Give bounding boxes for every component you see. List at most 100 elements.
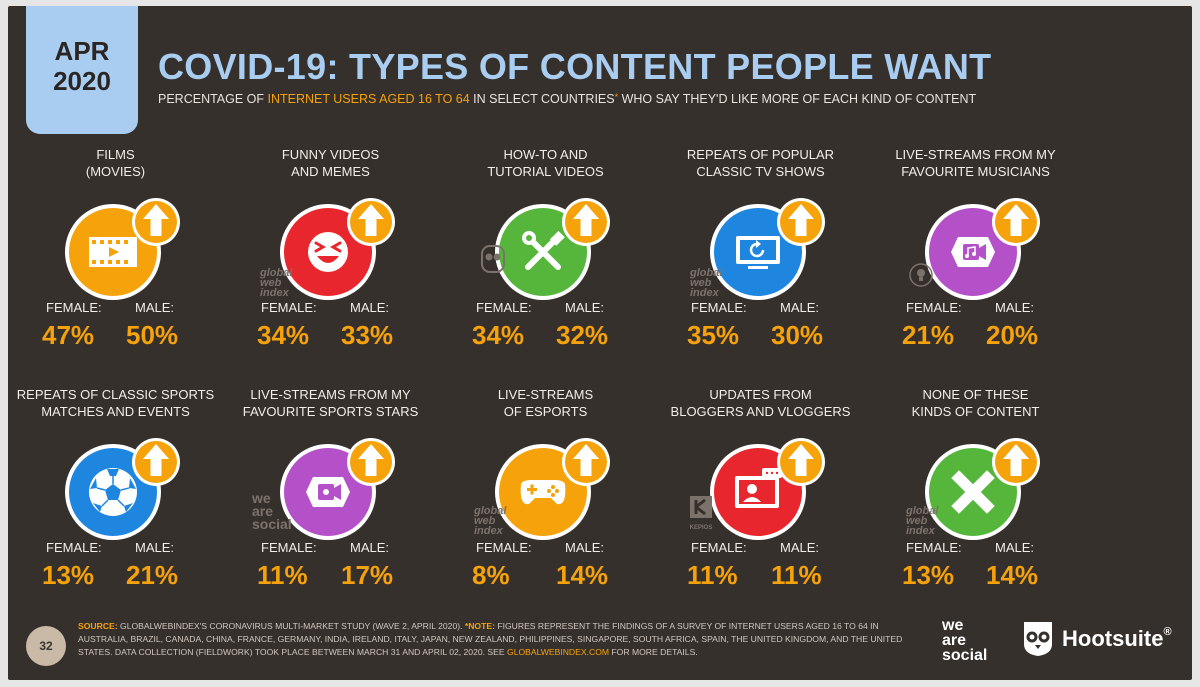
gwi-watermark-4: global web index: [906, 505, 939, 537]
male-value: 50%: [126, 320, 179, 350]
category-icon: [280, 438, 395, 540]
male-label: MALE:: [995, 540, 1035, 555]
date-year: 2020: [53, 66, 111, 96]
category-label-line-1: LIVE-STREAMS: [497, 387, 594, 402]
subtitle: PERCENTAGE OF INTERNET USERS AGED 16 TO …: [158, 92, 976, 106]
category-label: FUNNY VIDEOS AND MEMES: [223, 146, 438, 180]
female-label: FEMALE:: [691, 540, 747, 555]
category-label-line-1: UPDATES FROM: [709, 387, 812, 402]
category-label: REPEATS OF CLASSIC SPORTS MATCHES AND EVE…: [8, 386, 223, 420]
female-label: FEMALE:: [46, 300, 102, 315]
category-card: HOW-TO AND TUTORIAL VIDEOS FEMALE: MALE: 34%…: [438, 146, 653, 394]
female-label: FEMALE:: [476, 300, 532, 315]
tv-replay-icon: [736, 236, 780, 269]
female-value: 35%: [687, 320, 740, 350]
source-text: GLOBALWEBINDEX'S CORONAVIRUS MULTI-MARKE…: [117, 621, 463, 631]
female-label: FEMALE:: [691, 300, 747, 315]
female-value: 11%: [687, 560, 738, 590]
male-label: MALE:: [780, 540, 820, 555]
arrow-up-icon: [143, 444, 169, 476]
male-value: 11%: [771, 560, 822, 590]
category-card: NONE OF THESE KINDS OF CONTENT FEMALE: MALE…: [868, 386, 1083, 634]
we-are-social-logo: we are social: [942, 617, 988, 664]
category-label-line-1: REPEATS OF CLASSIC SPORTS: [16, 387, 215, 402]
cross-icon: [951, 470, 995, 514]
category-card: REPEATS OF POPULAR CLASSIC TV SHOWS FEMALE…: [653, 146, 868, 394]
category-icon: [65, 438, 180, 540]
female-value: 13%: [42, 560, 95, 590]
category-label: FILMS (MOVIES): [8, 146, 223, 180]
hootsuite-wordmark: Hootsuite®: [1062, 626, 1172, 651]
category-icon: [710, 438, 825, 540]
subtitle-highlight: INTERNET USERS AGED 16 TO 64: [267, 92, 470, 106]
arrow-up-icon: [788, 204, 814, 236]
source-link[interactable]: GLOBALWEBINDEX.COM: [504, 647, 610, 657]
gwi-watermark-1: global web index: [260, 267, 293, 299]
gwi-watermark-3: global web index: [474, 505, 507, 537]
kepios-watermark: KEPIOS: [688, 494, 714, 531]
category-label-line-2: KINDS OF CONTENT: [911, 404, 1040, 419]
subtitle-pre: PERCENTAGE OF: [158, 92, 268, 106]
female-label: FEMALE:: [906, 300, 962, 315]
category-icon: [710, 198, 825, 300]
page-title: COVID-19: TYPES OF CONTENT PEOPLE WANT: [158, 46, 992, 87]
female-label: FEMALE:: [476, 540, 532, 555]
female-label: FEMALE:: [906, 540, 962, 555]
was-watermark: we are social: [252, 490, 292, 532]
female-value: 21%: [902, 320, 955, 350]
female-value: 13%: [902, 560, 955, 590]
category-card: UPDATES FROM BLOGGERS AND VLOGGERS FEMALE:…: [653, 386, 868, 634]
female-value: 11%: [257, 560, 308, 590]
category-label-line-1: NONE OF THESE: [922, 387, 1029, 402]
slide: APR 2020 COVID-19: TYPES OF CONTENT PEOP…: [8, 6, 1192, 680]
category-label: LIVE-STREAMS FROM MY FAVOURITE SPORTS STA…: [223, 386, 438, 420]
male-value: 30%: [771, 320, 824, 350]
female-value: 34%: [472, 320, 525, 350]
category-label-line-1: FILMS: [96, 147, 135, 162]
category-icon: [65, 198, 180, 300]
male-label: MALE:: [135, 540, 175, 555]
gamepad-icon: [520, 480, 566, 505]
category-label-line-1: FUNNY VIDEOS: [281, 147, 380, 162]
vlogger-icon: [735, 468, 782, 508]
footer-source-note: SOURCE: GLOBALWEBINDEX'S CORONAVIRUS MUL…: [78, 620, 923, 659]
category-card: REPEATS OF CLASSIC SPORTS MATCHES AND EVE…: [8, 386, 223, 634]
gwi-watermark-2: global web index: [690, 267, 723, 299]
category-label-line-1: HOW-TO AND: [503, 147, 588, 162]
category-label-line-2: FAVOURITE MUSICIANS: [901, 164, 1050, 179]
arrow-up-icon: [143, 204, 169, 236]
tools-icon: [522, 230, 565, 270]
category-label-line-2: BLOGGERS AND VLOGGERS: [670, 404, 851, 419]
male-label: MALE:: [780, 300, 820, 315]
male-value: 14%: [556, 560, 609, 590]
note-text: FIGURES REPRESENT THE FINDINGS OF A SURV…: [78, 621, 903, 657]
subtitle-mid: IN SELECT COUNTRIES: [469, 92, 615, 106]
owl-watermark-icon: [481, 245, 505, 273]
arrow-up-icon: [573, 444, 599, 476]
category-label-line-1: REPEATS OF POPULAR: [686, 147, 835, 162]
category-label: LIVE-STREAMS FROM MY FAVOURITE MUSICIANS: [868, 146, 1083, 180]
category-icon: [495, 438, 610, 540]
category-card: LIVE-STREAMS OF ESPORTS FEMALE: MALE: 8% 14%: [438, 386, 653, 634]
arrow-up-icon: [1003, 204, 1029, 236]
date-month: APR: [54, 36, 110, 66]
category-icon: [280, 198, 395, 300]
male-label: MALE:: [565, 540, 605, 555]
female-value: 47%: [42, 320, 95, 350]
arrow-up-icon: [358, 204, 384, 236]
category-card: FUNNY VIDEOS AND MEMES FEMALE: MALE: 34% 33%: [223, 146, 438, 394]
category-label-line-2: MATCHES AND EVENTS: [41, 404, 190, 419]
subtitle-post: WHO SAY THEY'D LIKE MORE OF EACH KIND OF…: [618, 92, 977, 106]
female-value: 34%: [257, 320, 310, 350]
female-value: 8%: [472, 560, 510, 590]
category-label-line-1: LIVE-STREAMS FROM MY: [895, 147, 1056, 162]
subtitle-star: *: [614, 92, 619, 102]
female-label: FEMALE:: [261, 300, 317, 315]
category-label: HOW-TO AND TUTORIAL VIDEOS: [438, 146, 653, 180]
video-camera-icon: [306, 477, 350, 507]
male-label: MALE:: [565, 300, 605, 315]
arrow-up-icon: [788, 444, 814, 476]
male-label: MALE:: [350, 300, 390, 315]
category-card: LIVE-STREAMS FROM MY FAVOURITE MUSICIANS F…: [868, 146, 1083, 394]
hootsuite-owl-icon: [1024, 622, 1052, 656]
